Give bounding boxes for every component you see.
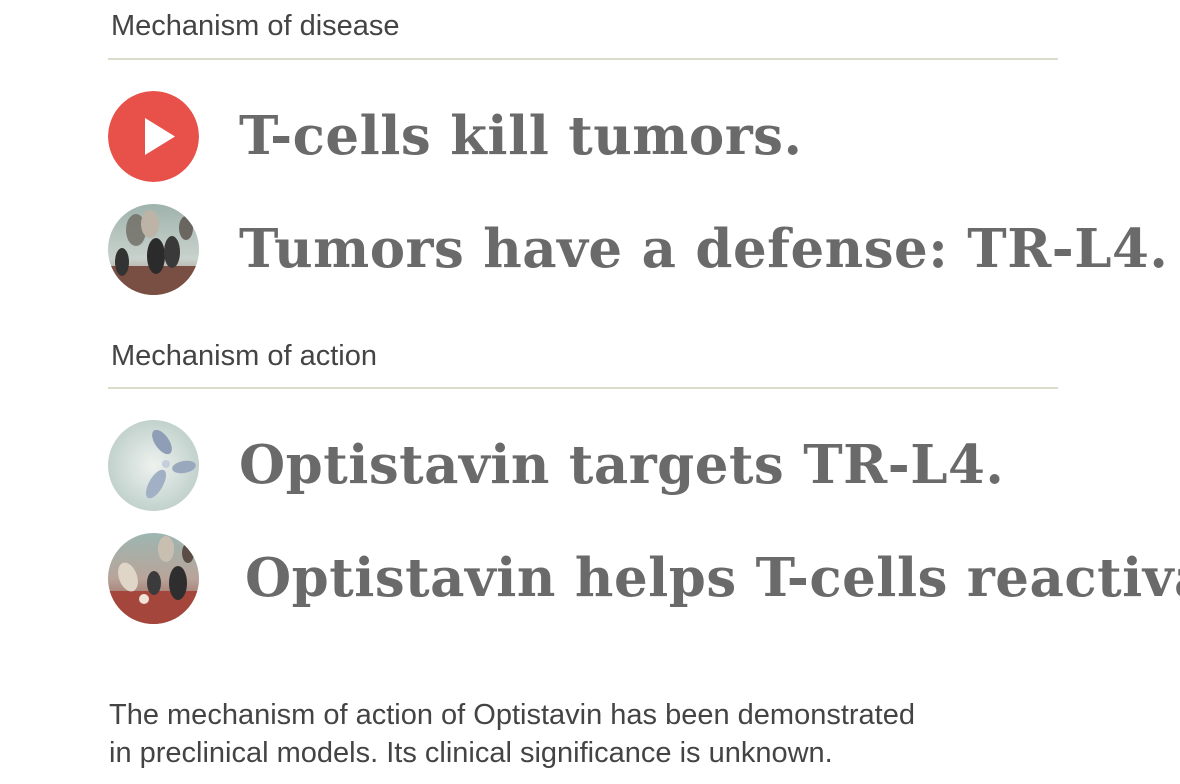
tumor-cells-thumbnail-icon[interactable] <box>108 203 199 295</box>
section-divider <box>108 387 1058 389</box>
disclaimer-line-2: in preclinical models. Its clinical sign… <box>109 737 833 769</box>
video-title[interactable]: Optistavin helps T-cells reactivate. <box>245 546 1180 609</box>
video-item-tcells-kill[interactable]: T-cells kill tumors. <box>108 90 802 182</box>
play-icon[interactable] <box>108 90 199 182</box>
section-heading-disease: Mechanism of disease <box>111 10 400 42</box>
disclaimer-text: The mechanism of action of Optistavin ha… <box>109 696 1069 772</box>
video-item-tumor-defense[interactable]: Tumors have a defense: TR-L4. <box>108 203 1168 295</box>
video-title[interactable]: Tumors have a defense: TR-L4. <box>239 217 1169 280</box>
section-divider <box>108 58 1058 60</box>
disclaimer-line-1: The mechanism of action of Optistavin ha… <box>109 699 915 731</box>
antibody-thumbnail-icon[interactable] <box>108 419 199 511</box>
video-item-tcells-reactivate[interactable]: Optistavin helps T-cells reactivate. <box>108 532 1180 624</box>
video-title[interactable]: T-cells kill tumors. <box>239 104 803 167</box>
section-heading-action: Mechanism of action <box>111 340 377 372</box>
reactivation-thumbnail-icon[interactable] <box>108 532 199 624</box>
video-item-targets-trl4[interactable]: Optistavin targets TR-L4. <box>108 419 1004 511</box>
video-title[interactable]: Optistavin targets TR-L4. <box>239 433 1005 496</box>
